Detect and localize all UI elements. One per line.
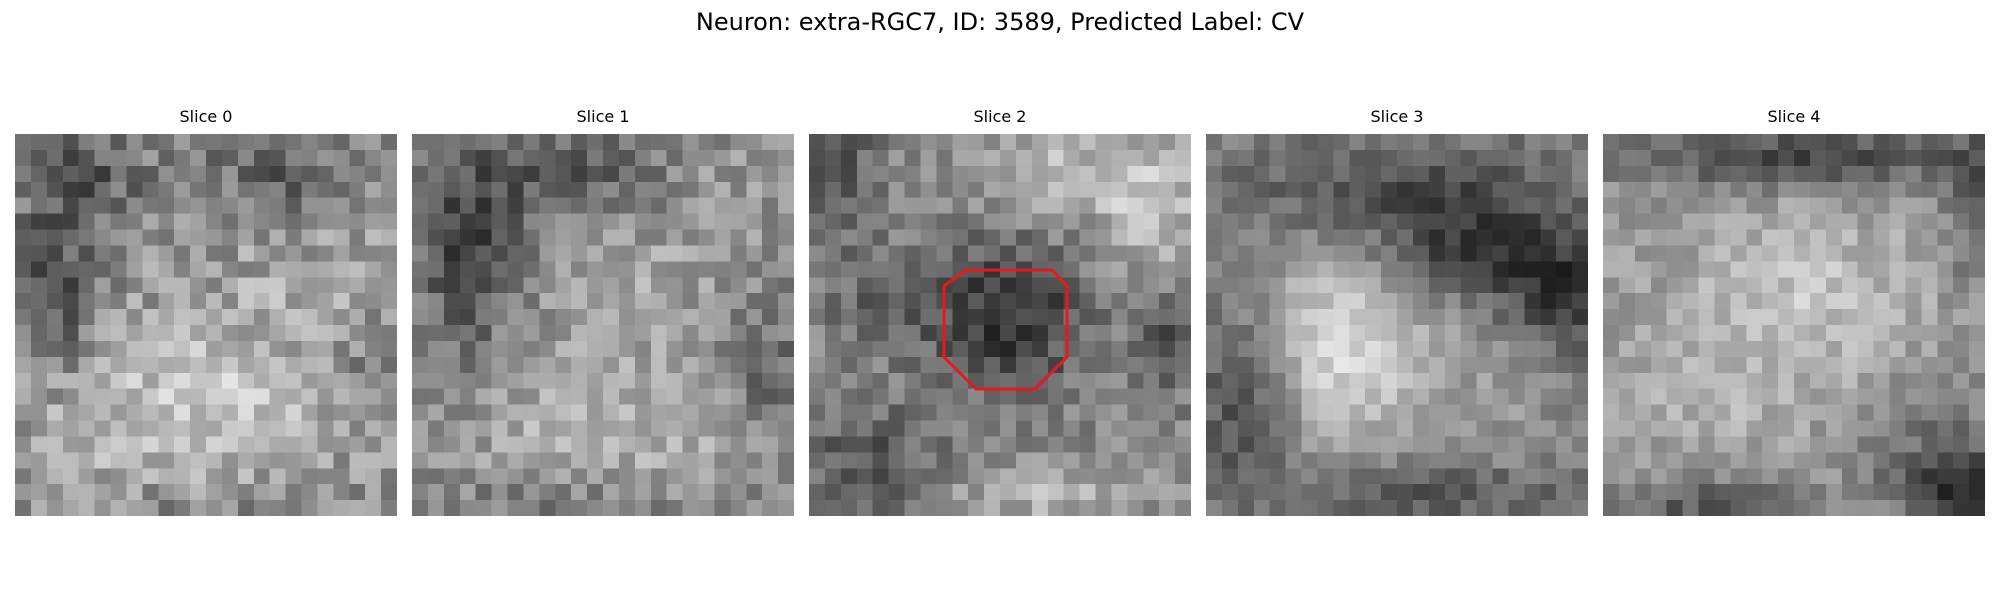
slice-image-1 bbox=[412, 134, 794, 516]
slice-title-2: Slice 2 bbox=[973, 107, 1027, 126]
neuron-roi-overlay bbox=[942, 268, 1069, 391]
slice-image-2 bbox=[809, 134, 1191, 516]
slice-panel-2: Slice 2 bbox=[809, 107, 1191, 516]
slice-image-0 bbox=[15, 134, 397, 516]
slice-title-3: Slice 3 bbox=[1370, 107, 1424, 126]
slice-title-4: Slice 4 bbox=[1767, 107, 1821, 126]
slice-image-3 bbox=[1206, 134, 1588, 516]
slice-image-4 bbox=[1603, 134, 1985, 516]
figure-title: Neuron: extra-RGC7, ID: 3589, Predicted … bbox=[695, 8, 1305, 36]
slice-panel-0: Slice 0 bbox=[15, 107, 397, 516]
neuron-roi-octagon bbox=[942, 268, 1069, 391]
slice-title-0: Slice 0 bbox=[179, 107, 233, 126]
slice-panel-3: Slice 3 bbox=[1206, 107, 1588, 516]
slice-panel-1: Slice 1 bbox=[412, 107, 794, 516]
slice-title-1: Slice 1 bbox=[576, 107, 630, 126]
slice-panel-4: Slice 4 bbox=[1603, 107, 1985, 516]
